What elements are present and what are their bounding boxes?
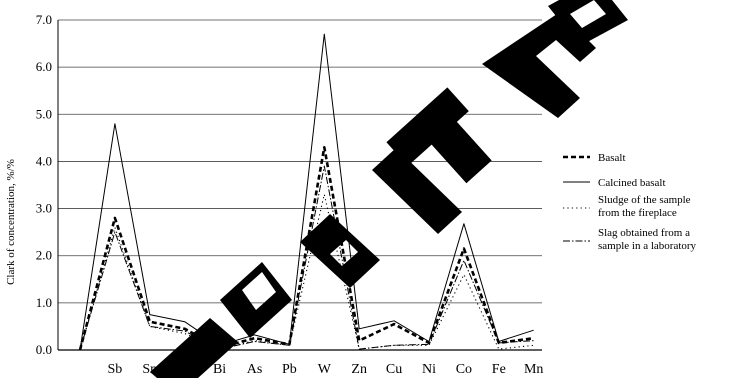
x-tick-label-bi: Bi: [213, 362, 226, 377]
y-tick-label: 7.0: [36, 12, 52, 27]
x-tick-label-ni: Ni: [422, 362, 436, 377]
y-tick-label: 2.0: [36, 248, 52, 263]
x-tick-label-sn: Sn: [142, 362, 157, 377]
legend-label-2: from the fireplace: [598, 207, 677, 219]
legend-label-3: sample in a laboratory: [598, 240, 697, 252]
y-tick-label: 0.0: [36, 342, 52, 357]
y-axis-label: Clark of concentration, %/%: [5, 159, 17, 285]
x-tick-labels: Sb Sn Mo Bi As Pb W Zn Cu Ni Co Fe Mn: [108, 362, 544, 377]
y-tick-labels: 0.0 1.0 2.0 3.0 4.0 5.0 6.0 7.0: [36, 12, 52, 357]
series-line-0: [78, 146, 534, 351]
y-tick-label: 4.0: [36, 153, 52, 168]
series-line-1: [79, 33, 534, 351]
y-tick-label: 5.0: [36, 106, 52, 121]
x-tick-label-as: As: [247, 362, 263, 377]
x-tick-label-mn: Mn: [524, 362, 543, 377]
series-line-3: [79, 165, 534, 351]
legend-label-3: Slag obtained from a: [598, 227, 690, 239]
x-tick-label-sb: Sb: [108, 362, 123, 377]
x-tick-label-w: W: [318, 362, 332, 377]
x-tick-label-zn: Zn: [351, 362, 367, 377]
legend-label-0: Basalt: [598, 152, 626, 164]
y-tick-label: 1.0: [36, 295, 52, 310]
x-tick-label-co: Co: [456, 362, 472, 377]
y-tick-label: 3.0: [36, 201, 52, 216]
y-tick-label: 6.0: [36, 59, 52, 74]
legend-label-2: Sludge of the sample: [598, 194, 691, 206]
x-tick-label-fe: Fe: [492, 362, 506, 377]
x-tick-label-mo: Mo: [175, 362, 194, 377]
x-tick-label-pb: Pb: [282, 362, 297, 377]
legend-label-1: Calcined basalt: [598, 177, 666, 189]
x-tick-label-cu: Cu: [386, 362, 402, 377]
legend: Basalt Calcined basalt Sludge of the sampl…: [563, 152, 697, 252]
series-line-2: [79, 193, 534, 351]
